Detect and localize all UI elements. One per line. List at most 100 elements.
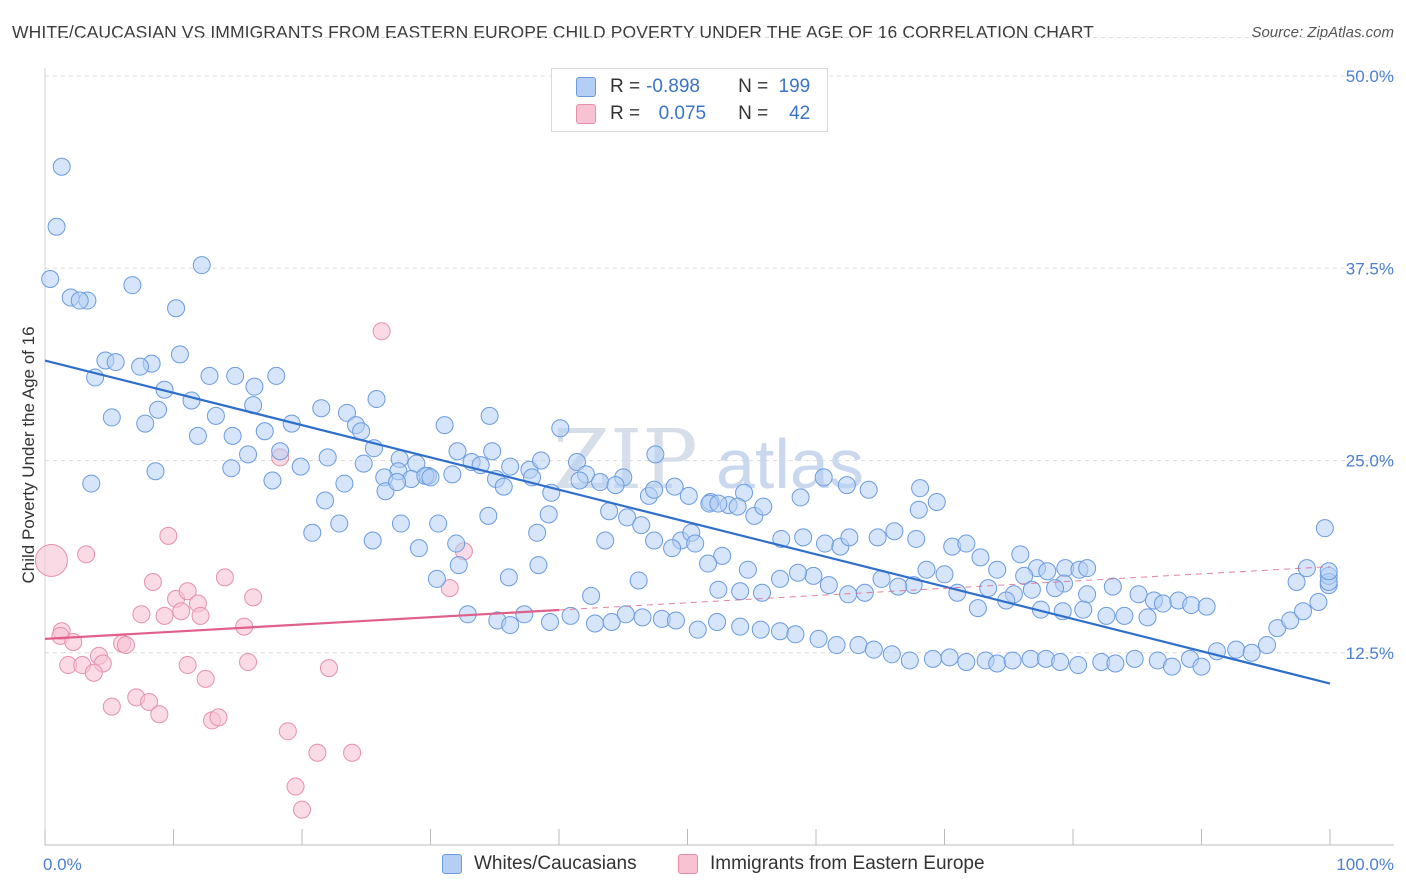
blue-point bbox=[1192, 657, 1211, 676]
blue-point bbox=[629, 571, 648, 590]
pink-point bbox=[150, 705, 169, 724]
blue-point bbox=[827, 636, 846, 655]
blue-point bbox=[815, 534, 834, 553]
blue-point bbox=[900, 651, 919, 670]
pink-series-points bbox=[34, 322, 473, 819]
pink-point bbox=[278, 722, 297, 741]
blue-point bbox=[1103, 577, 1122, 596]
blue-point bbox=[447, 534, 466, 553]
legend-r-value: -0.898 bbox=[646, 76, 700, 97]
blue-point bbox=[646, 445, 665, 464]
pink-point bbox=[215, 568, 234, 587]
blue-point bbox=[686, 534, 705, 553]
x-tick-label: 0.0% bbox=[43, 855, 82, 874]
blue-point bbox=[663, 539, 682, 558]
blue-point bbox=[501, 616, 520, 635]
blue-point bbox=[131, 357, 150, 376]
blue-point bbox=[1097, 606, 1116, 625]
blue-point bbox=[819, 576, 838, 595]
blue-point bbox=[1258, 636, 1277, 655]
blue-point bbox=[591, 473, 610, 492]
bottom-legend-immigrants: Immigrants from Eastern Europe bbox=[678, 852, 985, 876]
pink-point bbox=[155, 606, 174, 625]
bottom-legend-label-whites: Whites/Caucasians bbox=[474, 853, 637, 874]
blue-point bbox=[1038, 562, 1057, 581]
legend-swatch-pink bbox=[576, 104, 596, 124]
blue-point bbox=[551, 419, 570, 438]
blue-point bbox=[804, 566, 823, 585]
pink-point bbox=[34, 543, 68, 577]
blue-point bbox=[839, 585, 858, 604]
blue-point bbox=[849, 636, 868, 655]
pink-point bbox=[178, 582, 197, 601]
blue-point bbox=[1309, 592, 1328, 611]
blue-point bbox=[82, 474, 101, 493]
blue-point bbox=[1129, 585, 1148, 604]
blue-point bbox=[146, 462, 165, 481]
blue-point bbox=[666, 611, 685, 630]
blue-point bbox=[335, 474, 354, 493]
blue-point bbox=[633, 608, 652, 627]
blue-point bbox=[541, 612, 560, 631]
blue-point bbox=[885, 522, 904, 541]
blue-point bbox=[499, 568, 518, 587]
pink-point bbox=[178, 656, 197, 675]
blue-point bbox=[632, 516, 651, 535]
blue-point bbox=[167, 299, 186, 318]
blue-point bbox=[192, 256, 211, 275]
blue-point bbox=[267, 366, 286, 385]
blue-point bbox=[1015, 566, 1034, 585]
blue-point bbox=[794, 528, 813, 547]
blue-point bbox=[957, 652, 976, 671]
blue-point bbox=[532, 451, 551, 470]
blue-point bbox=[528, 523, 547, 542]
chart-title: WHITE/CAUCASIAN VS IMMIGRANTS FROM EASTE… bbox=[12, 22, 1094, 42]
blue-point bbox=[771, 569, 790, 588]
pink-point bbox=[77, 545, 96, 564]
blue-point bbox=[1227, 640, 1246, 659]
correlation-legend: R = -0.898 N = 199 R = 0.075 N = 42 bbox=[551, 68, 828, 132]
blue-point bbox=[786, 625, 805, 644]
blue-point bbox=[1162, 657, 1181, 676]
blue-point bbox=[889, 577, 908, 596]
legend-r-value: 0.075 bbox=[646, 103, 732, 125]
blue-point bbox=[1106, 654, 1125, 673]
blue-series-points bbox=[41, 157, 1338, 676]
blue-point bbox=[102, 408, 121, 427]
blue-point bbox=[1051, 652, 1070, 671]
blue-point bbox=[917, 560, 936, 579]
blue-point bbox=[303, 523, 322, 542]
blue-point bbox=[868, 528, 887, 547]
y-tick-label: 12.5% bbox=[1346, 644, 1394, 663]
blue-point bbox=[738, 560, 757, 579]
y-axis-label: Child Poverty Under the Age of 16 bbox=[19, 326, 38, 583]
bottom-legend-whites: Whites/Caucasians bbox=[442, 852, 637, 876]
blue-point bbox=[1003, 651, 1022, 670]
blue-point bbox=[731, 617, 750, 636]
legend-n-label: N = bbox=[738, 103, 769, 124]
blue-point bbox=[363, 531, 382, 550]
blue-point bbox=[988, 560, 1007, 579]
pink-point bbox=[244, 588, 263, 607]
pink-point bbox=[116, 636, 135, 655]
blue-point bbox=[1287, 573, 1306, 592]
blue-point bbox=[731, 582, 750, 601]
blue-point bbox=[291, 457, 310, 476]
blue-point bbox=[1197, 597, 1216, 616]
blue-point bbox=[728, 497, 747, 516]
blue-point bbox=[940, 648, 959, 667]
blue-point bbox=[645, 531, 664, 550]
blue-point bbox=[907, 529, 926, 548]
pink-trend-line-dashed bbox=[558, 566, 1331, 611]
blue-point bbox=[751, 620, 770, 639]
blue-point bbox=[47, 217, 66, 236]
blue-point bbox=[859, 480, 878, 499]
blue-point bbox=[494, 477, 513, 496]
blue-point bbox=[70, 291, 89, 310]
bottom-legend-swatch-pink bbox=[678, 854, 698, 874]
blue-point bbox=[226, 366, 245, 385]
blue-point bbox=[443, 465, 462, 484]
pink-point bbox=[196, 669, 215, 688]
legend-swatch-blue bbox=[576, 77, 596, 97]
